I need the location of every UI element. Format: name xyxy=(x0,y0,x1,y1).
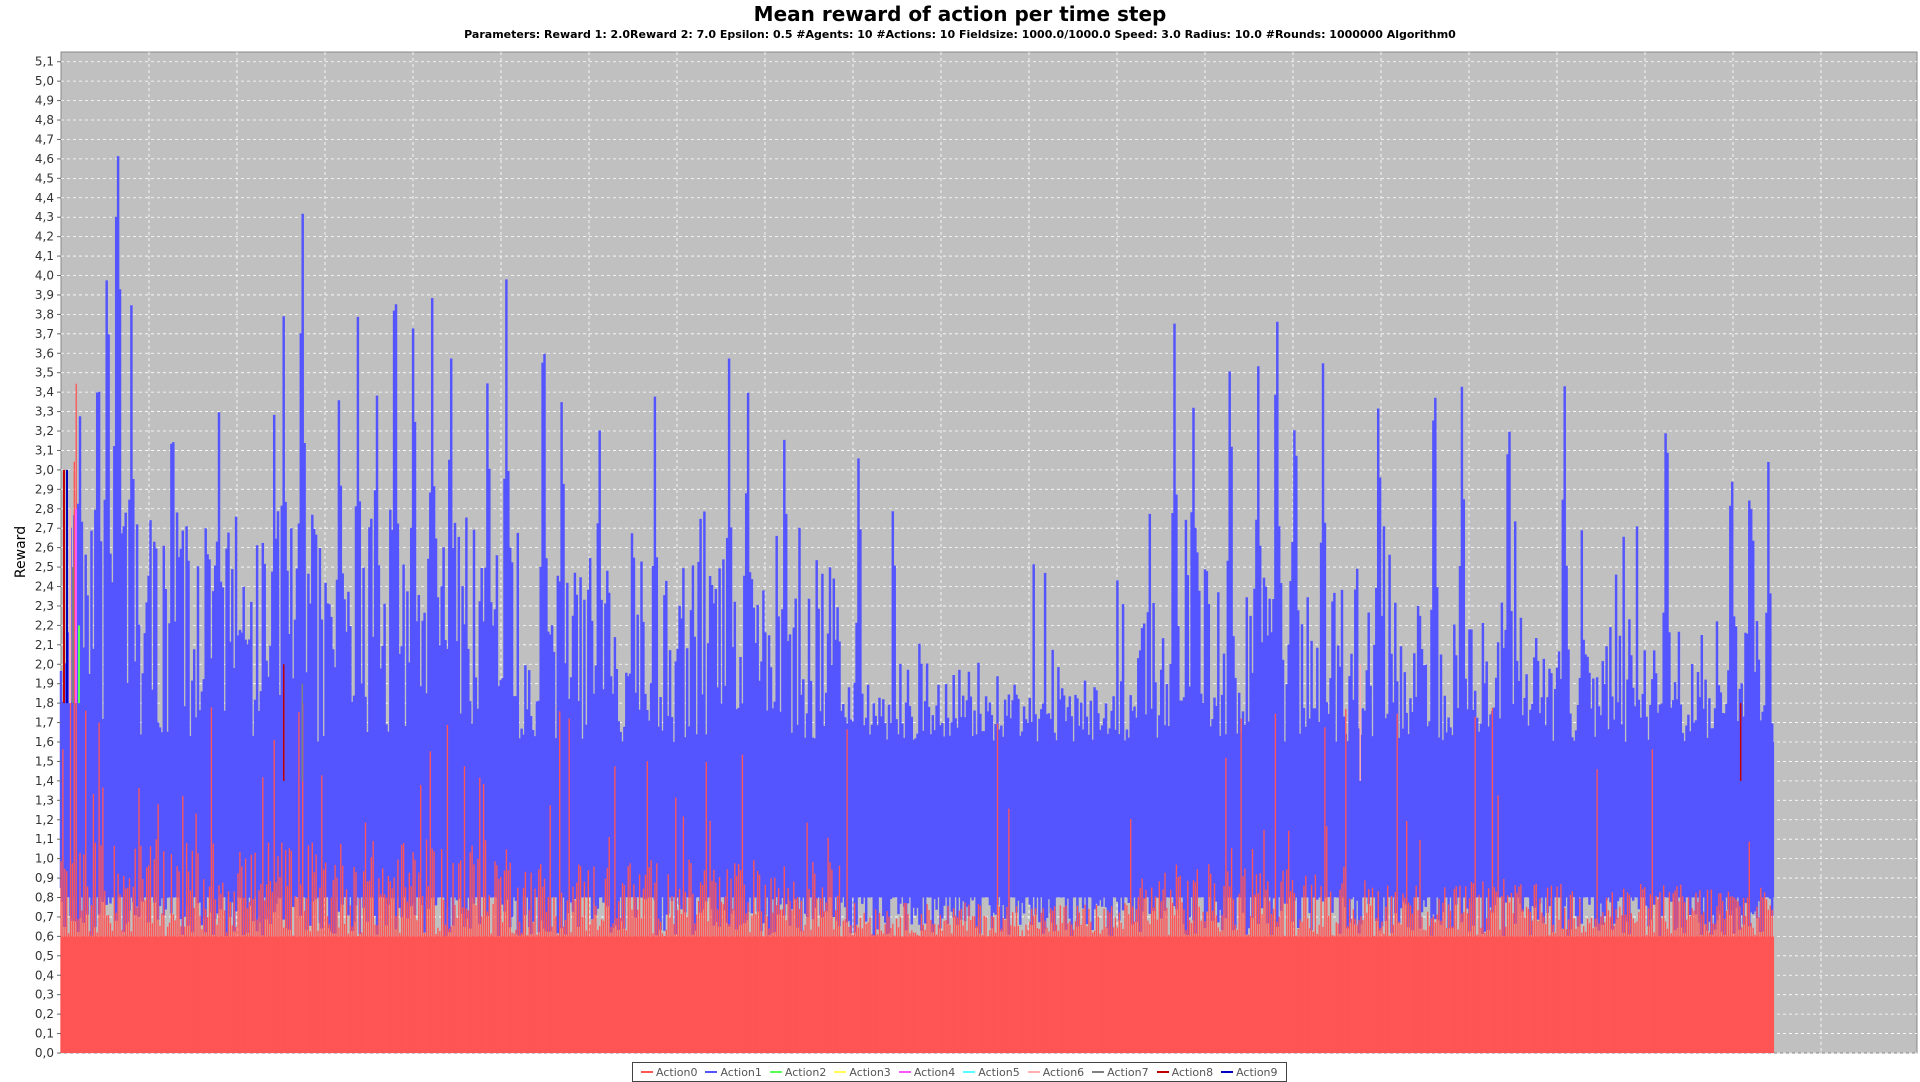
y-tick-label: 1,3 xyxy=(35,793,54,807)
legend: Action0 Action1 Action2 Action3 Action4 Actio… xyxy=(632,1062,1287,1082)
y-tick-label: 2,5 xyxy=(35,560,54,574)
y-tick-label: 5,1 xyxy=(35,55,54,69)
legend-label: Action5 xyxy=(978,1065,1020,1079)
y-tick-label: 2,2 xyxy=(35,618,54,632)
y-tick-label: 1,7 xyxy=(35,716,54,730)
y-tick-label: 0,3 xyxy=(35,988,54,1002)
y-tick-label: 3,4 xyxy=(35,385,54,399)
y-tick-label: 1,8 xyxy=(35,696,54,710)
legend-label: Action1 xyxy=(720,1065,762,1079)
legend-swatch xyxy=(963,1071,976,1073)
legend-label: Action6 xyxy=(1042,1065,1085,1079)
legend-item-action1: Action1 xyxy=(705,1065,762,1079)
y-tick-label: 4,1 xyxy=(35,249,54,263)
legend-swatch xyxy=(641,1071,653,1073)
legend-swatch xyxy=(834,1071,847,1073)
series-layer xyxy=(59,156,1775,1053)
y-tick-label: 3,2 xyxy=(35,424,54,438)
y-tick-label: 0,6 xyxy=(35,929,54,943)
y-axis: 0,0 0,1 0,2 0,3 0,4 0,5 0,6 0,7 0,8 0,9 1,0 1,1 1,2 1… xyxy=(35,55,61,1060)
y-tick-label: 1,1 xyxy=(35,832,54,846)
y-axis-label: Reward xyxy=(13,526,29,578)
y-tick-label: 4,8 xyxy=(35,113,54,127)
y-tick-label: 3,0 xyxy=(35,463,54,477)
legend-swatch xyxy=(1221,1071,1234,1073)
legend-item-action9: Action9 xyxy=(1221,1065,1278,1079)
chart: 0,0 0,1 0,2 0,3 0,4 0,5 0,6 0,7 0,8 0,9 1,0 1,1 1,2 1… xyxy=(13,51,1918,1060)
y-tick-label: 0,4 xyxy=(35,968,54,982)
y-tick-label: 4,3 xyxy=(35,210,54,224)
legend-item-action8: Action8 xyxy=(1156,1065,1214,1079)
chart-subtitle: Parameters: Reward 1: 2.0Reward 2: 7.0 E… xyxy=(464,28,1456,41)
y-tick-label: 2,9 xyxy=(35,482,54,496)
legend-swatch xyxy=(1027,1071,1040,1073)
y-tick-label: 0,0 xyxy=(35,1046,54,1060)
y-tick-label: 0,7 xyxy=(35,910,54,924)
y-tick-label: 3,8 xyxy=(35,307,54,321)
y-tick-label: 2,4 xyxy=(35,580,54,594)
y-tick-label: 0,2 xyxy=(35,1007,54,1021)
legend-item-action2: Action2 xyxy=(769,1065,827,1079)
legend-swatch xyxy=(1092,1071,1105,1073)
legend-item-action6: Action6 xyxy=(1027,1065,1085,1079)
y-tick-label: 3,1 xyxy=(35,443,54,457)
legend-label: Action7 xyxy=(1107,1065,1149,1079)
legend-item-action0: Action0 xyxy=(641,1066,697,1079)
y-tick-label: 2,6 xyxy=(35,541,54,555)
series-action1 xyxy=(59,156,1774,937)
legend-item-action4: Action4 xyxy=(898,1065,956,1079)
y-tick-label: 4,7 xyxy=(35,132,54,146)
legend-label: Action3 xyxy=(849,1065,891,1079)
legend-item-action3: Action3 xyxy=(834,1065,891,1079)
y-tick-label: 0,9 xyxy=(35,871,54,885)
legend-label: Action4 xyxy=(913,1065,956,1079)
y-tick-label: 3,6 xyxy=(35,346,54,360)
legend-label: Action8 xyxy=(1171,1065,1214,1079)
y-tick-label: 0,1 xyxy=(35,1027,54,1041)
legend-swatch xyxy=(1156,1071,1169,1073)
legend-item-action7: Action7 xyxy=(1092,1065,1149,1079)
legend-swatch xyxy=(769,1071,782,1073)
legend-label: Action9 xyxy=(1236,1065,1278,1079)
y-tick-label: 2,8 xyxy=(35,502,54,516)
y-tick-label: 0,5 xyxy=(35,949,54,963)
legend-item-action5: Action5 xyxy=(963,1065,1020,1079)
y-tick-label: 2,7 xyxy=(35,521,54,535)
y-tick-label: 4,0 xyxy=(35,269,54,283)
y-tick-label: 1,4 xyxy=(35,774,54,788)
y-tick-label: 1,6 xyxy=(35,735,54,749)
y-tick-label: 1,0 xyxy=(35,852,54,866)
y-tick-label: 3,3 xyxy=(35,405,54,419)
y-tick-label: 0,8 xyxy=(35,891,54,905)
y-tick-label: 1,5 xyxy=(35,754,54,768)
legend-swatch xyxy=(705,1071,718,1073)
series-action0 xyxy=(60,383,1773,1053)
legend-label: Action0 xyxy=(656,1065,698,1079)
y-tick-label: 2,1 xyxy=(35,638,54,652)
y-tick-label: 3,5 xyxy=(35,366,54,380)
y-tick-label: 5,0 xyxy=(35,74,54,88)
y-tick-label: 4,6 xyxy=(35,152,54,166)
y-tick-label: 4,2 xyxy=(35,230,54,244)
y-tick-label: 4,4 xyxy=(35,191,54,205)
y-tick-label: 3,7 xyxy=(35,327,54,341)
y-tick-label: 1,9 xyxy=(35,677,54,691)
y-tick-label: 2,0 xyxy=(35,657,54,671)
y-tick-label: 4,5 xyxy=(35,171,54,185)
y-tick-label: 4,9 xyxy=(35,94,54,108)
chart-title: Mean reward of action per time step xyxy=(753,2,1167,26)
legend-swatch xyxy=(898,1071,911,1073)
y-tick-label: 2,3 xyxy=(35,599,54,613)
y-tick-label: 1,2 xyxy=(35,813,54,827)
y-tick-label: 3,9 xyxy=(35,288,54,302)
legend-label: Action2 xyxy=(784,1065,827,1079)
